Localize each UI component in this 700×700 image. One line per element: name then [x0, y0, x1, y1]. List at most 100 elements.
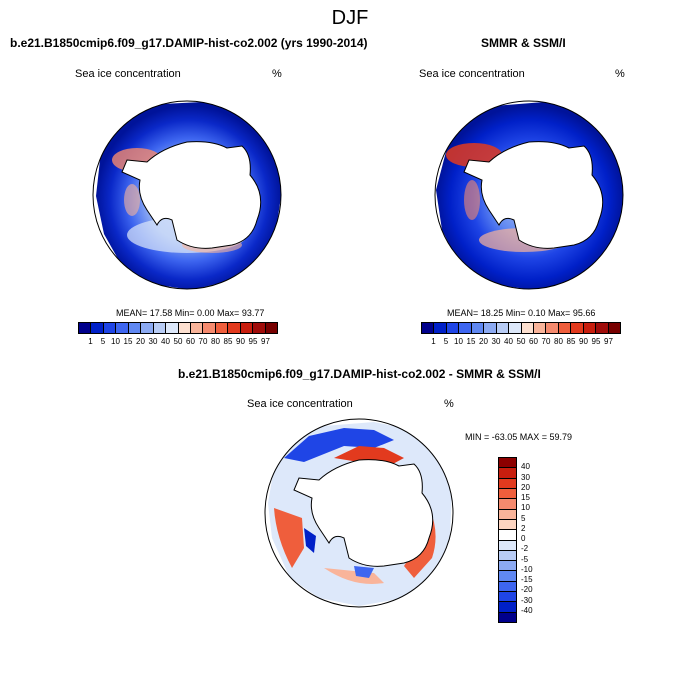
- colorbar-label: 85: [223, 337, 233, 346]
- colorbar-swatch: [484, 323, 497, 333]
- colorbar-label: 5: [100, 337, 106, 346]
- colorbar-label: 20: [136, 337, 145, 346]
- colorbar-swatch: [499, 592, 516, 603]
- colorbar-label: 40: [521, 462, 530, 472]
- colorbar-swatch: [521, 323, 534, 333]
- colorbar-swatch: [116, 323, 129, 333]
- colorbar-swatch: [228, 323, 241, 333]
- colorbar-label: 15: [123, 337, 133, 346]
- colorbar-label: -20: [521, 585, 533, 595]
- colorbar-swatch: [499, 581, 516, 593]
- panel-1-colorbar-labels: 1 5 10 15 20 30 40 50 60 70 80 85 90 95 97: [78, 337, 278, 347]
- colorbar-swatch: [91, 323, 104, 333]
- colorbar-label: 80: [211, 337, 220, 346]
- colorbar-label: 90: [579, 337, 588, 346]
- colorbar-swatch: [596, 323, 609, 333]
- panel-1-antarctic-map: [92, 100, 282, 290]
- colorbar-swatch: [533, 323, 547, 333]
- colorbar-swatch: [421, 323, 435, 333]
- colorbar-swatch: [499, 488, 516, 500]
- colorbar-label: 1: [431, 337, 436, 346]
- colorbar-label: 20: [479, 337, 488, 346]
- colorbar-label: 15: [466, 337, 476, 346]
- colorbar-label: 50: [516, 337, 526, 346]
- colorbar-label: 85: [566, 337, 576, 346]
- colorbar-swatch: [496, 323, 510, 333]
- colorbar-swatch: [141, 323, 154, 333]
- colorbar-swatch: [571, 323, 584, 333]
- colorbar-swatch: [583, 323, 597, 333]
- colorbar-label: 20: [521, 482, 530, 492]
- colorbar-swatch: [499, 612, 516, 622]
- colorbar-swatch: [253, 323, 266, 333]
- colorbar-label: 60: [529, 337, 538, 346]
- colorbar-label: 95: [591, 337, 601, 346]
- colorbar-label: 30: [148, 337, 158, 346]
- colorbar-label: 97: [604, 337, 613, 346]
- panel-2-variable-label: Sea ice concentration: [419, 68, 525, 80]
- colorbar-label: 10: [111, 337, 120, 346]
- colorbar-label: 5: [521, 513, 526, 523]
- colorbar-label: 90: [236, 337, 245, 346]
- panel-1-colorbar: [78, 322, 278, 334]
- panel-2-title: SMMR & SSM/I: [481, 36, 566, 50]
- colorbar-swatch: [499, 561, 516, 572]
- colorbar-swatch: [215, 323, 229, 333]
- colorbar-swatch: [499, 519, 516, 531]
- diff-colorbar-labels: 40 30 20 15 10 5 2 0 -2 -5 -10 -15 -20 -30 -40: [521, 457, 551, 621]
- colorbar-swatch: [190, 323, 204, 333]
- colorbar-label: 30: [491, 337, 501, 346]
- diff-panel-antarctic-map: [264, 418, 454, 608]
- colorbar-label: 50: [173, 337, 183, 346]
- colorbar-label: 10: [521, 503, 530, 513]
- colorbar-label: 2: [521, 523, 526, 533]
- colorbar-swatch: [499, 540, 516, 551]
- colorbar-swatch: [434, 323, 447, 333]
- colorbar-label: -40: [521, 605, 533, 615]
- colorbar-swatch: [499, 550, 516, 562]
- colorbar-label: 70: [198, 337, 208, 346]
- panel-2-colorbar-labels: 1 5 10 15 20 30 40 50 60 70 80 85 90 95 97: [421, 337, 621, 347]
- colorbar-label: 1: [88, 337, 93, 346]
- colorbar-swatch: [459, 323, 472, 333]
- colorbar-swatch: [499, 458, 516, 469]
- colorbar-label: 15: [521, 493, 530, 502]
- colorbar-swatch: [499, 602, 516, 613]
- colorbar-swatch: [499, 530, 516, 541]
- colorbar-swatch: [446, 323, 460, 333]
- colorbar-label: 40: [161, 337, 170, 346]
- colorbar-label: -15: [521, 575, 533, 584]
- colorbar-label: 95: [248, 337, 258, 346]
- colorbar-label: 60: [186, 337, 195, 346]
- colorbar-label: -5: [521, 554, 529, 564]
- colorbar-swatch: [128, 323, 142, 333]
- panel-1-variable-label: Sea ice concentration: [75, 68, 181, 80]
- colorbar-swatch: [471, 323, 485, 333]
- diff-colorbar: [498, 457, 517, 623]
- colorbar-swatch: [78, 323, 92, 333]
- diff-panel-variable-label: Sea ice concentration: [247, 398, 353, 410]
- colorbar-swatch: [608, 323, 621, 333]
- panel-1-stats: MEAN= 17.58 Min= 0.00 Max= 93.77: [116, 308, 265, 318]
- colorbar-swatch: [178, 323, 191, 333]
- colorbar-label: 40: [504, 337, 513, 346]
- colorbar-label: 10: [454, 337, 463, 346]
- colorbar-swatch: [546, 323, 559, 333]
- panel-1-title: b.e21.B1850cmip6.f09_g17.DAMIP-hist-co2.…: [10, 36, 368, 50]
- colorbar-label: 70: [541, 337, 551, 346]
- colorbar-swatch: [558, 323, 572, 333]
- colorbar-swatch: [203, 323, 216, 333]
- colorbar-label: -10: [521, 564, 533, 574]
- colorbar-label: 0: [521, 534, 526, 543]
- colorbar-label: -30: [521, 595, 533, 605]
- colorbar-swatch: [103, 323, 117, 333]
- colorbar-label: 80: [554, 337, 563, 346]
- panel-2-antarctic-map: [434, 100, 624, 290]
- figure-title: DJF: [331, 7, 369, 29]
- panel-2-stats: MEAN= 18.25 Min= 0.10 Max= 95.66: [447, 308, 596, 318]
- diff-panel-title: b.e21.B1850cmip6.f09_g17.DAMIP-hist-co2.…: [178, 367, 541, 381]
- colorbar-swatch: [240, 323, 254, 333]
- colorbar-swatch: [509, 323, 522, 333]
- colorbar-swatch: [499, 478, 516, 489]
- colorbar-label: 30: [521, 472, 530, 482]
